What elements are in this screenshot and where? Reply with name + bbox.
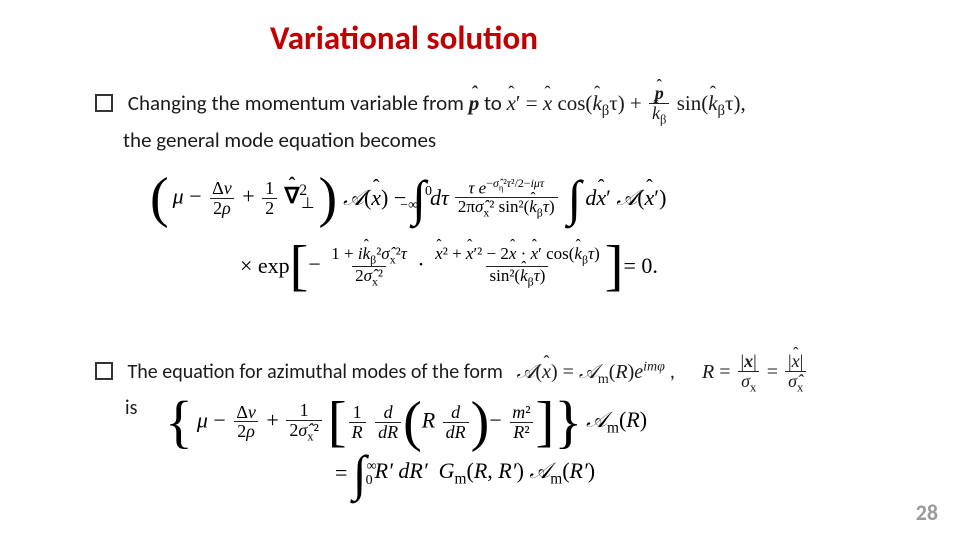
bullet-1-text-a: Changing the momentum variable from [128,90,469,116]
equation-1-line-1: ( μ − Δν2ρ + 12 ∇2⊥ ) 𝒜(x) − ∫0−∞ dτ τ e… [150,170,890,226]
bullet-2-text: The equation for azimuthal modes of the … [128,360,503,384]
slide: Variational solution Changing the moment… [0,0,960,540]
bullet-1-text-b: the general mode equation becomes [123,127,436,154]
slide-title: Variational solution [270,18,538,58]
equation-2-line-2: = ∫∞0 R′ dR′ Gm(R, R′) 𝒜m(R′) [335,452,595,494]
bullet-1: Changing the momentum variable from p to… [95,84,915,154]
bullet-2-eq-b: R = |x|σx = |x|σ̂x [702,361,808,383]
bullet-2-eq-a: 𝒜(x) = 𝒜m(R)eimφ [516,361,669,383]
bullet-1-to: to [484,90,507,116]
bullet-1-eq-inline: x′ = x cos(kβτ) + pkβ sin(kβτ), [507,91,746,115]
equation-1: ( μ − Δν2ρ + 12 ∇2⊥ ) 𝒜(x) − ∫0−∞ dτ τ e… [150,170,890,294]
equation-2-line-1: { μ − Δν2ρ + 12σ̂x² [ 1R ddR ( R ddR ) −… [165,394,885,450]
equation-1-line-2: × exp [ − 1 + ikβ²σ̂x²τ 2σ̂x² · x² + x′²… [240,238,890,294]
bullet-2-comma: , [670,360,675,384]
bullet-icon [95,94,113,112]
bullet-1-phat: p [469,91,480,115]
bullet-icon-2 [95,362,113,380]
page-number: 28 [916,499,938,526]
bullet-2-after: is [125,395,137,421]
